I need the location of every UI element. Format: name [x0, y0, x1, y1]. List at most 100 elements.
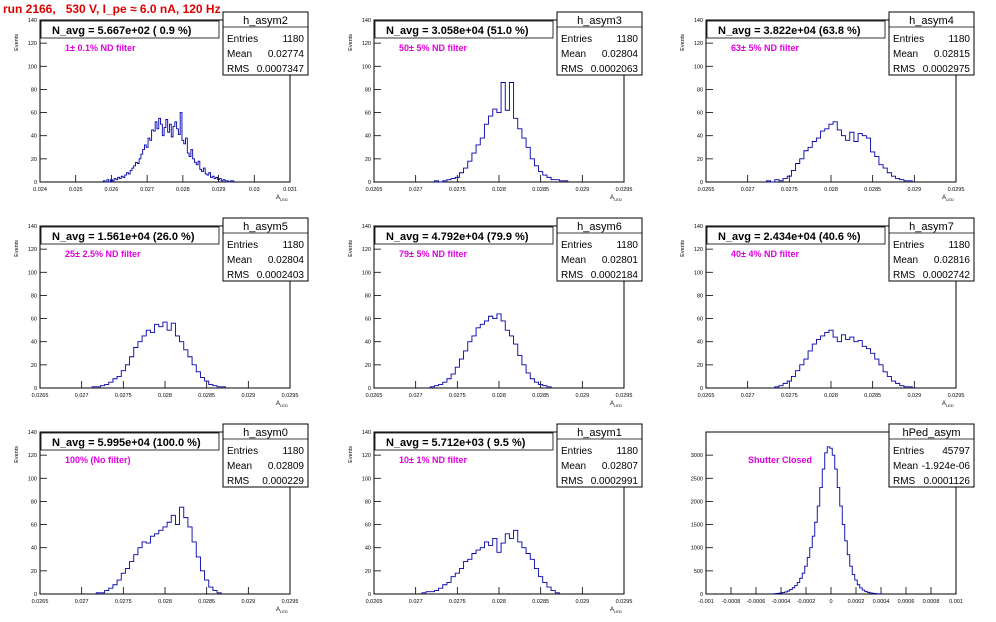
- x-tick-label: 0.0285: [864, 187, 881, 193]
- stats-value: -1.924e-06: [922, 461, 971, 472]
- x-tick-label: 0.028: [158, 599, 172, 605]
- y-tick-label: 100: [28, 64, 37, 70]
- x-tick-label: 0.0285: [198, 599, 215, 605]
- x-tick-label: 0.024: [33, 187, 47, 193]
- x-axis-title: ALED: [276, 607, 288, 614]
- stats-label: RMS: [893, 476, 916, 487]
- title-box: [40, 432, 220, 451]
- title-box: [374, 226, 554, 245]
- stats-box: [222, 11, 309, 76]
- y-tick-label: 100: [28, 270, 37, 276]
- stats-box: [222, 423, 309, 488]
- stats-value: 0.0002975: [923, 64, 971, 75]
- x-tick-label: 0.0265: [366, 393, 383, 399]
- y-axis-title: Events: [348, 240, 354, 257]
- y-tick-label: 80: [31, 293, 37, 299]
- x-tick-label: 0.0295: [948, 393, 965, 399]
- x-tick-label: 0.0265: [366, 599, 383, 605]
- y-tick-label: 40: [31, 340, 37, 346]
- histogram-panel-h_asym6: 0 20 40 60 80 100 120 140 0.0265 0.027 0.0275 0.028…: [348, 217, 643, 408]
- y-tick-label: 20: [31, 363, 37, 369]
- title-text: N_avg = 2.434e+04 (40.6 %): [718, 231, 861, 243]
- y-tick-label: 20: [697, 363, 703, 369]
- x-axis-title: ALED: [942, 195, 954, 202]
- y-tick-label: 80: [365, 87, 371, 93]
- histogram-series: [429, 313, 552, 388]
- filter-annotation: 40± 4% ND filter: [731, 249, 799, 259]
- histogram-panel-h_asym4: 0 20 40 60 80 100 120 140 0.0265 0.027 0.0275 0.028…: [680, 11, 975, 202]
- stats-label: RMS: [227, 476, 250, 487]
- y-tick-label: 2500: [691, 476, 703, 482]
- y-tick-label: 40: [365, 340, 371, 346]
- x-tick-label: 0.029: [907, 187, 921, 193]
- stats-value: 0.02804: [602, 49, 639, 60]
- stats-value: 1180: [282, 240, 304, 251]
- histogram-series: [91, 321, 226, 388]
- y-tick-label: 120: [28, 247, 37, 253]
- stats-label: Entries: [227, 34, 258, 45]
- x-tick-label: 0.025: [69, 187, 83, 193]
- stats-label: Mean: [227, 255, 252, 266]
- y-tick-label: 80: [31, 87, 37, 93]
- stats-label: Mean: [893, 461, 918, 472]
- y-tick-label: 100: [362, 476, 371, 482]
- stats-value: 0.02804: [268, 255, 305, 266]
- stats-label: Entries: [561, 240, 592, 251]
- stats-label: Mean: [561, 255, 586, 266]
- y-axis-title: Events: [14, 34, 20, 51]
- stats-label: RMS: [561, 270, 584, 281]
- y-tick-label: 20: [31, 569, 37, 575]
- x-tick-label: 0.0285: [532, 187, 549, 193]
- stats-value: 0.02815: [934, 49, 971, 60]
- histogram-panel-h_asym5: 0 20 40 60 80 100 120 140 0.0265 0.027 0.0275 0.028…: [14, 217, 309, 408]
- x-tick-label: 0.0285: [532, 599, 549, 605]
- y-axis-title: Events: [14, 240, 20, 257]
- filter-annotation: 63± 5% ND filter: [731, 43, 799, 53]
- stats-value: 1180: [616, 34, 638, 45]
- stats-box: [222, 217, 309, 282]
- x-tick-label: 0.027: [75, 599, 89, 605]
- y-tick-label: 40: [31, 546, 37, 552]
- stats-value: 0.02816: [934, 255, 971, 266]
- stats-title: hPed_asym: [902, 427, 960, 439]
- y-tick-label: 60: [31, 523, 37, 529]
- y-tick-label: 120: [28, 453, 37, 459]
- x-tick-label: 0.027: [409, 187, 423, 193]
- y-tick-label: 1000: [691, 546, 703, 552]
- title-box: [706, 226, 886, 245]
- x-tick-label: 0.001: [949, 599, 963, 605]
- y-tick-label: 60: [31, 317, 37, 323]
- histogram-panel-h_asym1: 0 20 40 60 80 100 120 140 0.0265 0.027 0.0275 0.028…: [348, 423, 643, 614]
- stats-label: Mean: [227, 461, 252, 472]
- stats-box: [556, 217, 643, 282]
- x-tick-label: 0.0295: [282, 393, 299, 399]
- x-tick-label: 0.028: [492, 393, 506, 399]
- x-tick-label: 0.03: [249, 187, 260, 193]
- x-tick-label: -0.0004: [772, 599, 791, 605]
- title-text: N_avg = 5.667e+02 ( 0.9 %): [52, 25, 192, 37]
- histogram-series: [774, 329, 913, 388]
- stats-label: RMS: [227, 270, 250, 281]
- x-axis-title: ALED: [942, 401, 954, 408]
- x-tick-label: 0.0275: [781, 187, 798, 193]
- histogram-panel-h_asym0: 0 20 40 60 80 100 120 140 0.0265 0.027 0.0275 0.028…: [14, 423, 309, 614]
- stats-box: [888, 423, 975, 488]
- run-title: run 2166, 530 V, I_pe ≈ 6.0 nA, 120 Hz: [3, 2, 221, 16]
- y-tick-label: 0: [368, 386, 371, 392]
- stats-label: Entries: [893, 34, 924, 45]
- x-tick-label: 0.027: [409, 599, 423, 605]
- x-tick-label: 0.0275: [115, 393, 132, 399]
- y-tick-label: 0: [34, 592, 37, 598]
- y-tick-label: 500: [694, 569, 703, 575]
- x-tick-label: 0.0265: [698, 187, 715, 193]
- filter-annotation: 79± 5% ND filter: [399, 249, 467, 259]
- x-tick-label: 0.0275: [449, 393, 466, 399]
- y-tick-label: 120: [362, 41, 371, 47]
- y-tick-label: 20: [365, 157, 371, 163]
- stats-label: Entries: [893, 446, 924, 457]
- stats-label: RMS: [893, 64, 916, 75]
- y-tick-label: 0: [368, 180, 371, 186]
- x-tick-label: 0.026: [105, 187, 119, 193]
- x-tick-label: 0.029: [575, 393, 589, 399]
- stats-value: 1180: [282, 446, 304, 457]
